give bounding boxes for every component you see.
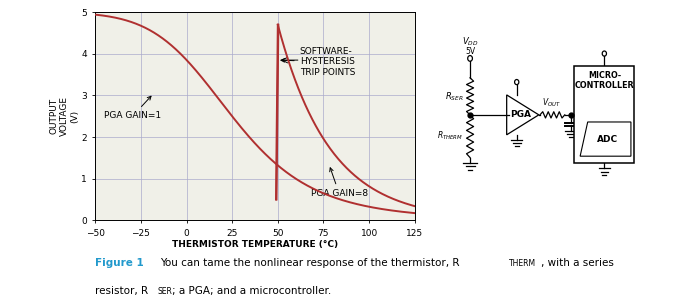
Text: $V_{OUT}$: $V_{OUT}$ [543, 96, 561, 109]
Text: SER: SER [158, 287, 173, 296]
Text: PGA: PGA [511, 110, 531, 119]
Text: $V_{DD}$: $V_{DD}$ [462, 35, 478, 48]
Text: $R_{SER}$: $R_{SER}$ [445, 90, 464, 103]
Text: You can tame the nonlinear response of the thermistor, R: You can tame the nonlinear response of t… [160, 258, 459, 268]
Text: Figure 1: Figure 1 [95, 258, 144, 268]
Text: $R_{THERM}$: $R_{THERM}$ [437, 130, 464, 143]
Text: SOFTWARE-
HYSTERESIS
TRIP POINTS: SOFTWARE- HYSTERESIS TRIP POINTS [281, 47, 355, 77]
Text: MICRO-
CONTROLLER: MICRO- CONTROLLER [575, 71, 634, 90]
Text: ; a PGA; and a microcontroller.: ; a PGA; and a microcontroller. [172, 286, 331, 296]
Bar [574, 66, 634, 163]
Text: , with a series: , with a series [541, 258, 613, 268]
Text: resistor, R: resistor, R [95, 286, 148, 296]
Text: PGA GAIN=1: PGA GAIN=1 [104, 96, 161, 120]
Text: ADC: ADC [597, 135, 618, 144]
Text: THERM: THERM [509, 259, 536, 268]
Text: PGA GAIN=8: PGA GAIN=8 [311, 168, 368, 198]
Text: 5V: 5V [465, 47, 475, 56]
X-axis label: THERMISTOR TEMPERATURE (°C): THERMISTOR TEMPERATURE (°C) [172, 241, 338, 249]
Y-axis label: OUTPUT
VOLTAGE
(V): OUTPUT VOLTAGE (V) [50, 96, 80, 136]
